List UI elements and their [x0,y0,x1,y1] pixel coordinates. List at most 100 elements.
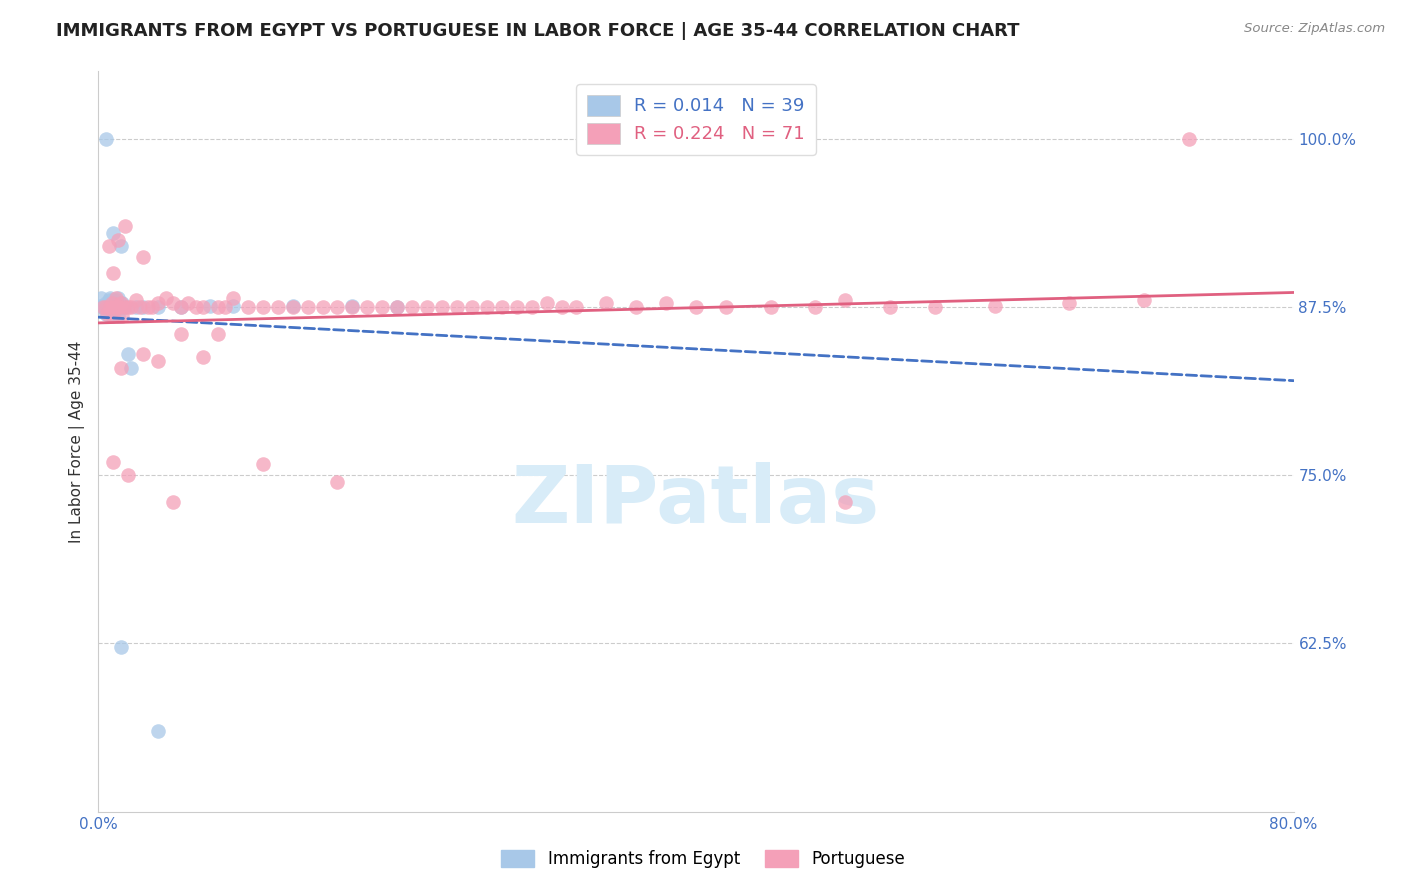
Point [162,296,184,310]
Point [103,304,125,318]
Point [91,300,114,314]
Point [924,300,946,314]
Point [117,468,139,483]
Point [1133,293,1156,308]
Point [148,723,170,738]
Point [326,475,349,489]
Point [714,300,737,314]
Point [222,299,245,313]
Point [94,296,117,310]
Point [117,300,139,314]
Point [595,296,617,310]
Point [132,347,155,361]
Point [148,353,170,368]
Point [281,299,304,313]
Point [834,293,856,308]
Point [655,296,678,310]
Point [105,300,128,314]
Point [461,300,484,314]
Point [626,300,648,314]
Point [207,300,229,314]
Point [804,300,827,314]
Y-axis label: In Labor Force | Age 35-44: In Labor Force | Age 35-44 [69,341,84,542]
Point [177,296,200,310]
Point [101,310,124,324]
Point [371,300,394,314]
Legend: R = 0.014   N = 39, R = 0.224   N = 71: R = 0.014 N = 39, R = 0.224 N = 71 [576,84,815,154]
Point [342,300,364,314]
Point [94,307,117,321]
Point [191,300,214,314]
Point [430,300,453,314]
Point [148,296,170,310]
Point [984,299,1007,313]
Point [326,300,349,314]
Point [184,300,207,314]
Point [89,299,111,313]
Point [162,495,184,509]
Point [104,300,127,314]
Point [356,300,378,314]
Point [759,300,782,314]
Point [104,300,127,314]
Point [834,495,856,509]
Point [416,300,439,314]
Point [236,300,259,314]
Point [96,307,118,321]
Point [200,299,222,313]
Point [385,300,409,314]
Point [107,310,129,324]
Point [108,300,131,314]
Point [506,300,529,314]
Point [311,300,333,314]
Point [207,326,229,341]
Point [97,304,120,318]
Point [111,310,134,324]
Point [446,300,468,314]
Point [108,300,131,314]
Point [342,299,364,313]
Point [111,296,134,310]
Point [132,300,155,314]
Point [385,300,409,314]
Text: Source: ZipAtlas.com: Source: ZipAtlas.com [1244,22,1385,36]
Point [105,293,128,308]
Point [94,300,117,314]
Point [91,300,114,314]
Point [103,226,125,240]
Point [98,300,122,314]
Point [110,296,132,310]
Point [104,300,127,314]
Point [93,300,115,314]
Point [475,300,498,314]
Point [114,300,136,314]
Point [491,300,513,314]
Point [685,300,707,314]
Point [90,291,112,305]
Point [550,300,572,314]
Point [222,291,245,305]
Point [110,300,132,314]
Point [112,300,135,314]
Point [169,300,191,314]
Point [107,300,129,314]
Point [252,300,274,314]
Point [169,300,191,314]
Point [107,233,129,247]
Point [110,239,132,253]
Point [103,455,125,469]
Point [565,300,588,314]
Point [110,640,132,655]
Point [252,458,274,472]
Point [132,250,155,264]
Point [97,239,120,253]
Point [136,300,159,314]
Point [97,293,120,308]
Point [101,296,124,310]
Point [94,131,117,145]
Point [267,300,290,314]
Point [94,300,117,314]
Point [98,300,122,314]
Point [103,266,125,280]
Point [103,293,125,308]
